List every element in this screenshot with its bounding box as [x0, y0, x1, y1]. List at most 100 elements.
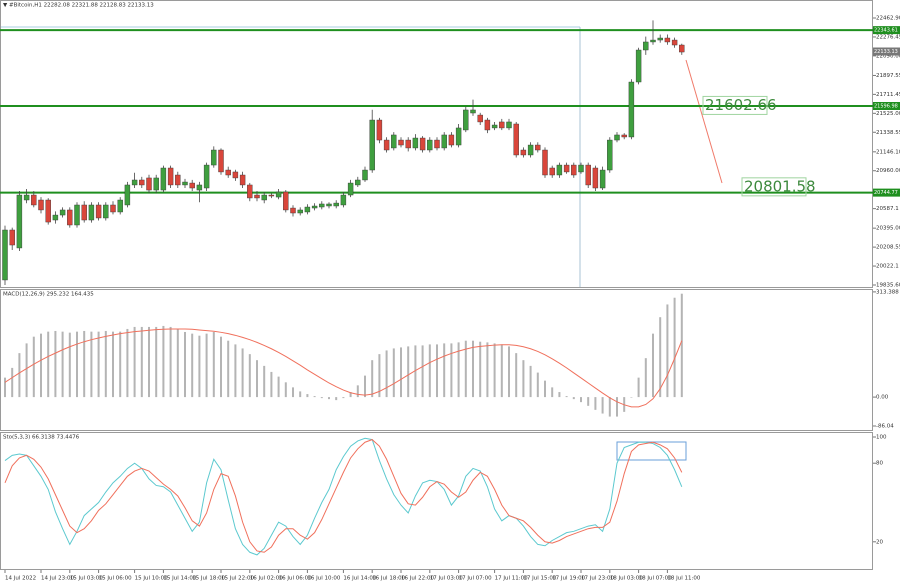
candle-body: [635, 49, 642, 83]
candle-body: [211, 149, 217, 166]
candle-body: [153, 177, 159, 191]
macd-bar: [104, 330, 107, 398]
candle-body: [621, 134, 627, 138]
macd-bar: [126, 328, 129, 398]
macd-bar: [83, 330, 86, 398]
candle-body: [412, 137, 419, 149]
macd-bar: [169, 326, 172, 398]
y-tick-label: 20: [876, 539, 883, 545]
candle-body: [23, 194, 30, 201]
macd-bar: [328, 397, 330, 400]
candle-body: [247, 184, 253, 199]
x-tick-label: 14 Jul 23:00: [41, 576, 74, 582]
candle-body: [9, 229, 15, 246]
candle-body: [398, 139, 404, 146]
annotation-box: [702, 95, 768, 115]
macd-bar: [277, 376, 280, 398]
y-tick-label: 20022.1: [876, 264, 899, 270]
macd-bar: [76, 331, 78, 398]
macd-bar: [320, 397, 323, 399]
candle-body: [607, 139, 613, 171]
y-tick-label: 21146.10: [876, 149, 900, 155]
macd-bar: [601, 397, 604, 414]
candle-body: [31, 194, 37, 206]
macd-bar: [652, 333, 654, 398]
macd-bar: [205, 333, 208, 398]
x-tick-label: 16 Jul 22:00: [401, 576, 434, 582]
candle-body: [297, 209, 303, 214]
candle-body: [513, 123, 519, 156]
macd-bar: [54, 330, 57, 398]
macd-bar: [508, 346, 510, 398]
macd-bar: [11, 367, 14, 398]
macd-bar: [162, 325, 165, 398]
y-tick-label: 21711.45: [876, 92, 900, 98]
macd-bar: [198, 335, 201, 398]
macd-bar: [659, 317, 662, 398]
y-tick-label: 21525.00: [876, 111, 900, 117]
macd-bar: [4, 377, 6, 398]
level-annotation: 20801.58: [744, 177, 816, 195]
candle-body: [326, 203, 332, 207]
candle-body: [571, 164, 577, 176]
x-tick-label: 16 Jul 02:00: [250, 576, 283, 582]
candle-body: [578, 164, 584, 173]
macd-bar: [90, 331, 93, 398]
candle-body: [628, 81, 635, 138]
candle-body: [491, 124, 498, 129]
candle-body: [340, 194, 347, 206]
stoch-title: Sto(5,3,3) 66.3138 73.4476: [3, 435, 80, 441]
macd-bar: [565, 396, 568, 398]
macd-bar: [119, 331, 122, 398]
candle-body: [650, 39, 656, 43]
macd-bar: [133, 326, 136, 398]
macd-bar: [644, 358, 647, 398]
candle-body: [355, 179, 361, 186]
candle-body: [556, 164, 563, 176]
x-tick-label: 17 Jul 23:00: [581, 576, 614, 582]
y-tick-label: 22462.90: [876, 15, 900, 21]
macd-bar: [392, 348, 395, 398]
macd-bar: [616, 397, 618, 417]
candle-body: [124, 184, 131, 206]
macd-bar: [212, 331, 215, 398]
candle-body: [499, 121, 505, 129]
macd-bar: [32, 336, 35, 398]
macd-bar: [148, 326, 150, 398]
x-tick-label: 18 Jul 07:00: [639, 576, 672, 582]
macd-bar: [580, 397, 582, 403]
macd-bar: [421, 345, 424, 398]
candle-body: [59, 209, 66, 216]
macd-bar: [637, 377, 640, 398]
macd-bar: [572, 397, 575, 400]
x-tick-label: 17 Jul 07:00: [459, 576, 492, 582]
y-tick-label: 20395.00: [876, 226, 900, 232]
candle-body: [275, 191, 282, 198]
candle-body: [2, 229, 8, 281]
candle-body: [52, 214, 59, 221]
macd-bar: [673, 297, 676, 398]
y-tick-label: 0.00: [876, 395, 889, 401]
candle-body: [542, 149, 548, 176]
macd-bar: [299, 391, 302, 398]
y-tick-label: 22276.45: [876, 34, 900, 40]
candle-body: [117, 199, 123, 213]
stoch-pane: [0, 432, 873, 570]
forecast-arrow: [685, 59, 723, 184]
level-annotation: 21602.66: [705, 96, 777, 114]
candle-body: [520, 149, 527, 156]
candle-body: [16, 194, 23, 249]
candle-body: [333, 202, 339, 207]
macd-bar: [385, 350, 388, 398]
macd-bar: [436, 344, 438, 398]
macd-bar: [356, 385, 359, 398]
macd-bar: [551, 387, 554, 398]
macd-bar: [68, 332, 71, 398]
candle-body: [434, 139, 440, 149]
macd-bar: [263, 365, 266, 398]
macd-title: MACD(12,26,9) 295.232 164.435: [3, 292, 94, 298]
candle-body: [671, 39, 678, 46]
candle-body: [419, 137, 426, 151]
candle-body: [103, 204, 109, 219]
